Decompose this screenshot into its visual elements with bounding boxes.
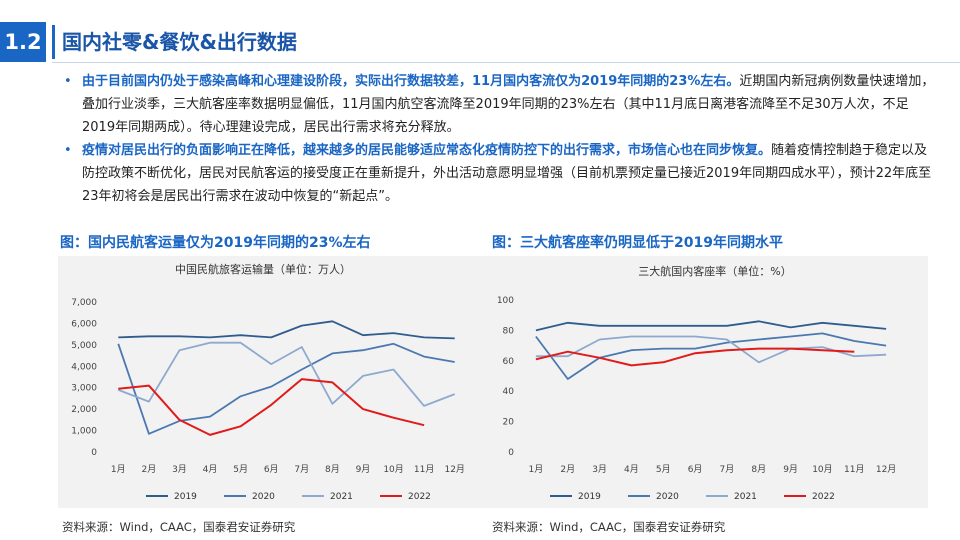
- x-tick-label: 8月: [325, 464, 340, 475]
- x-tick-label: 7月: [720, 464, 735, 475]
- y-tick-label: 100: [497, 296, 514, 306]
- legend-label-2021: 2021: [734, 492, 757, 502]
- x-tick-label: 10月: [812, 464, 832, 475]
- x-tick-label: 4月: [624, 464, 639, 475]
- series-line-2022: [535, 347, 855, 367]
- y-tick-label: 0: [508, 448, 514, 458]
- y-tick-label: 60: [503, 357, 515, 367]
- legend-label-2022: 2022: [812, 492, 835, 502]
- x-tick-label: 3月: [172, 464, 187, 475]
- header-bar: 1.2 国内社零&餐饮&出行数据: [0, 22, 960, 63]
- passenger-volume-chart: 中国民航旅客运输量（单位：万人） 0 1,000 2,000 3,000 4,000 5,0…: [71, 262, 465, 502]
- x-tick-label: 1月: [529, 464, 544, 475]
- legend-label-2019: 2019: [578, 492, 601, 502]
- legend-label-2020: 2020: [252, 492, 275, 502]
- section-number: 1.2: [0, 22, 46, 62]
- x-tick-label: 2月: [142, 464, 157, 475]
- x-tick-label: 2月: [560, 464, 575, 475]
- y-tick-label: 2,000: [71, 405, 97, 415]
- y-tick-label: 0: [91, 448, 97, 458]
- y-tick-label: 1,000: [71, 427, 97, 437]
- bullet-item-1: • 由于目前国内仍处于感染高峰和心理建设阶段，实际出行数据较差，11月国内客流仅…: [60, 70, 940, 139]
- bullet-list: • 由于目前国内仍处于感染高峰和心理建设阶段，实际出行数据较差，11月国内客流仅…: [60, 70, 940, 208]
- x-tick-label: 1月: [111, 464, 126, 475]
- x-tick-label: 9月: [356, 464, 371, 475]
- x-tick-label: 7月: [294, 464, 309, 475]
- x-tick-label: 12月: [444, 464, 464, 475]
- y-tick-label: 6,000: [71, 319, 97, 329]
- y-tick-label: 80: [503, 326, 515, 336]
- page-title: 国内社零&餐饮&出行数据: [62, 30, 297, 54]
- x-tick-label: 4月: [203, 464, 218, 475]
- figure-2-caption: 图：三大航客座率仍明显低于2019年同期水平: [492, 235, 783, 251]
- bullet-1-highlight: 由于目前国内仍处于感染高峰和心理建设阶段，实际出行数据较差，11月国内客流仅为2…: [82, 74, 740, 89]
- x-tick-label: 3月: [592, 464, 607, 475]
- header-accent-line: [52, 25, 55, 59]
- chart-title: 中国民航旅客运输量（单位：万人）: [175, 262, 351, 276]
- series-line-2021: [535, 335, 887, 364]
- bullet-2-highlight: 疫情对居民出行的负面影响正在降低，越来越多的居民能够适应常态化疫情防控下的出行需…: [82, 143, 772, 158]
- header-divider: [52, 62, 960, 63]
- y-tick-label: 4,000: [71, 362, 97, 372]
- figure-1-source: 资料来源：Wind，CAAC，国泰君安证券研究: [62, 520, 296, 534]
- series-line-2019: [535, 320, 887, 332]
- series-line-2022: [118, 378, 425, 436]
- x-tick-label: 6月: [688, 464, 703, 475]
- figure-2-source: 资料来源：Wind，CAAC，国泰君安证券研究: [492, 520, 726, 534]
- y-tick-label: 40: [503, 387, 515, 397]
- x-tick-label: 11月: [414, 464, 434, 475]
- legend-label-2022: 2022: [408, 492, 431, 502]
- x-tick-label: 8月: [751, 464, 766, 475]
- chart-panel-load-factor: 三大航国内客座率（单位：%） 0 20 40 60 80 100 1月 2月 3月 4月 5月 6月 7月…: [490, 256, 928, 508]
- series-line-2020: [117, 342, 455, 435]
- x-tick-label: 9月: [783, 464, 798, 475]
- y-tick-label: 3,000: [71, 384, 97, 394]
- bullet-1-text: 近期国内新冠病例数量快速增加，叠加行业淡季，三大航客座率数据明显偏低，11月国内…: [82, 74, 935, 135]
- legend-label-2020: 2020: [656, 492, 679, 502]
- x-tick-label: 11月: [844, 464, 864, 475]
- bullet-dot-icon: •: [64, 143, 72, 158]
- series-line-2019: [118, 320, 455, 340]
- x-tick-label: 10月: [383, 464, 403, 475]
- series-line-2021: [117, 341, 456, 407]
- y-tick-label: 7,000: [71, 298, 97, 308]
- legend-label-2019: 2019: [174, 492, 197, 502]
- series-line-2020: [535, 332, 887, 380]
- y-tick-label: 5,000: [71, 341, 97, 351]
- x-tick-label: 5月: [233, 464, 248, 475]
- bullet-dot-icon: •: [64, 74, 72, 89]
- load-factor-chart: 三大航国内客座率（单位：%） 0 20 40 60 80 100 1月 2月 3月 4月 5月 6月 7月…: [497, 264, 896, 502]
- x-tick-label: 6月: [264, 464, 279, 475]
- figure-1-caption: 图：国内民航客运量仅为2019年同期的23%左右: [60, 235, 371, 251]
- bullet-item-2: • 疫情对居民出行的负面影响正在降低，越来越多的居民能够适应常态化疫情防控下的出…: [60, 139, 940, 208]
- chart-title: 三大航国内客座率（单位：%）: [638, 264, 791, 278]
- y-tick-label: 20: [503, 418, 515, 428]
- x-tick-label: 5月: [656, 464, 671, 475]
- legend-label-2021: 2021: [330, 492, 353, 502]
- chart-panel-passengers: 中国民航旅客运输量（单位：万人） 0 1,000 2,000 3,000 4,000 5,0…: [58, 256, 496, 508]
- bullet-2-text: 随着疫情控制趋于稳定以及防控政策不断优化，居民对民航客运的接受度正在重新提升，外…: [82, 143, 932, 204]
- x-tick-label: 12月: [876, 464, 896, 475]
